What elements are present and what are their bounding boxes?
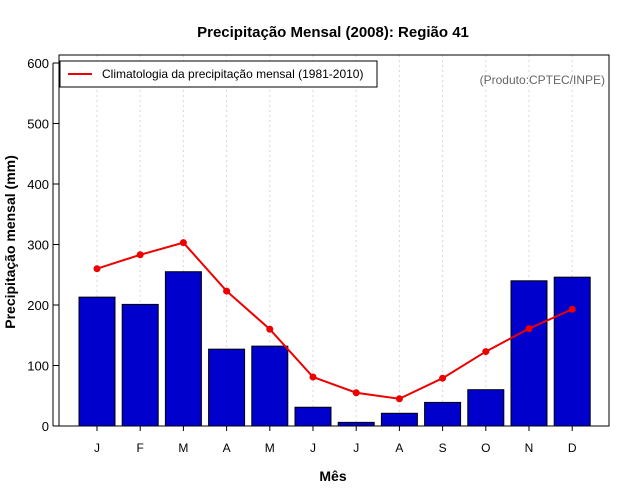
bar	[78, 296, 116, 427]
x-tick-label: J	[310, 441, 316, 455]
x-axis-title: Mês	[319, 468, 346, 484]
climatology-point	[568, 305, 576, 313]
climatology-point	[439, 374, 447, 382]
bar	[337, 421, 375, 427]
bar	[424, 401, 462, 427]
climatology-point	[525, 325, 533, 333]
bar	[510, 280, 548, 427]
x-tick-label: M	[178, 441, 188, 455]
climatology-point	[482, 348, 490, 356]
y-axis: 0 100 200 300 400 500 600	[27, 56, 59, 434]
x-tick-label: M	[265, 441, 275, 455]
x-tick-label: N	[525, 441, 534, 455]
y-tick-label: 300	[27, 238, 49, 253]
climatology-line	[93, 239, 576, 403]
chart-title: Precipitação Mensal (2008): Região 41	[197, 24, 469, 41]
bar	[208, 348, 246, 427]
bar	[294, 406, 332, 427]
climatology-point	[223, 287, 231, 295]
y-tick-label: 100	[27, 359, 49, 374]
y-tick-label: 400	[27, 177, 49, 192]
legend: Climatologia da precipitação mensal (198…	[59, 60, 378, 88]
climatology-polyline	[96, 241, 573, 400]
climatology-point	[395, 395, 403, 403]
x-tick-label: A	[395, 441, 403, 455]
climatology-point	[179, 239, 187, 247]
x-tick-label: J	[94, 441, 100, 455]
climatology-point	[136, 251, 144, 259]
x-tick-label: J	[353, 441, 359, 455]
y-tick-label: 600	[27, 56, 49, 71]
climatology-point	[266, 325, 274, 333]
y-axis-title: Precipitação mensal (mm)	[2, 155, 18, 329]
legend-label: Climatologia da precipitação mensal (198…	[102, 67, 363, 81]
bar-series	[78, 271, 591, 427]
bar	[164, 271, 202, 427]
bar	[553, 276, 591, 427]
bar	[467, 389, 505, 427]
grid-lines	[96, 55, 573, 426]
bar	[251, 345, 289, 427]
bar	[380, 412, 418, 427]
credit-text: (Produto:CPTEC/INPE)	[480, 73, 605, 87]
x-tick-label: F	[137, 441, 144, 455]
bar	[121, 303, 159, 427]
legend-box	[59, 60, 378, 88]
plot-frame	[58, 54, 610, 427]
x-tick-label: D	[568, 441, 577, 455]
climatology-point	[93, 265, 101, 273]
y-tick-label: 500	[27, 117, 49, 132]
x-tick-label: A	[223, 441, 231, 455]
y-tick-label: 200	[27, 298, 49, 313]
x-tick-label: S	[439, 441, 447, 455]
y-tick-label: 0	[42, 419, 49, 434]
climatology-point	[309, 373, 317, 381]
x-tick-label: O	[481, 441, 490, 455]
climatology-point	[352, 389, 360, 397]
